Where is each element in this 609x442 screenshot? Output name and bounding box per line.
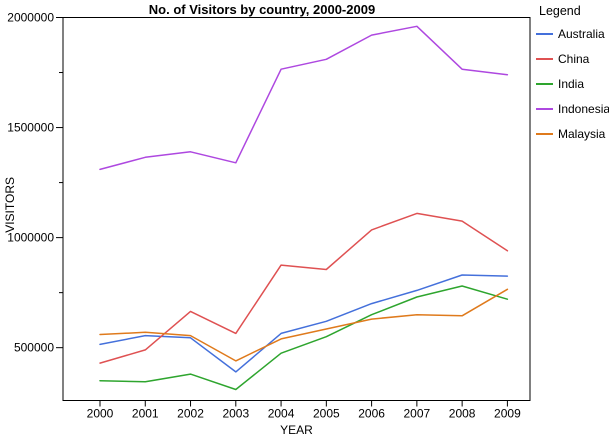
y-tick-label: 1500000 (7, 121, 54, 135)
x-tick-label: 2000 (87, 407, 114, 421)
series-line-australia (99, 274, 509, 373)
legend-label: India (558, 76, 585, 91)
legend-line-swatch (536, 107, 553, 110)
x-tick-label: 2007 (404, 407, 431, 421)
legend-line-swatch (536, 132, 553, 135)
x-axis-title: YEAR (280, 423, 313, 437)
legend: Legend Australia China India Indonesia Malay… (536, 4, 609, 146)
legend-item-china: China (536, 46, 609, 71)
series-line-india (99, 285, 509, 391)
legend-line-swatch (536, 57, 553, 60)
y-tick-label: 2000000 (7, 11, 54, 25)
legend-item-indonesia: Indonesia (536, 96, 609, 121)
x-tick-label: 2002 (177, 407, 204, 421)
plot-frame (62, 17, 531, 401)
x-tick-label: 2008 (449, 407, 476, 421)
legend-label: China (558, 51, 590, 66)
legend-label: Australia (558, 26, 605, 41)
series-line-indonesia (99, 25, 509, 171)
legend-label: Indonesia (558, 101, 609, 116)
legend-line-swatch (536, 82, 553, 85)
x-tick-label: 2004 (268, 407, 295, 421)
legend-title: Legend (539, 4, 581, 18)
y-axis-title: VISITORS (3, 177, 17, 233)
legend-item-india: India (536, 71, 609, 96)
chart-title: No. of Visitors by country, 2000-2009 (148, 2, 376, 17)
series-line-malaysia (99, 288, 509, 362)
x-tick-label: 2006 (358, 407, 385, 421)
x-tick-label: 2003 (222, 407, 249, 421)
y-tick-label: 500000 (14, 341, 54, 355)
series-line-china (99, 212, 509, 364)
legend-line-swatch (536, 32, 553, 35)
legend-items: Australia China India Indonesia Malaysia (536, 21, 609, 146)
x-tick-label: 2005 (313, 407, 340, 421)
legend-item-australia: Australia (536, 21, 609, 46)
x-tick-label: 2001 (132, 407, 159, 421)
x-tick-label: 2009 (494, 407, 521, 421)
legend-item-malaysia: Malaysia (536, 121, 609, 146)
y-tick-label: 1000000 (7, 231, 54, 245)
legend-label: Malaysia (558, 126, 606, 141)
